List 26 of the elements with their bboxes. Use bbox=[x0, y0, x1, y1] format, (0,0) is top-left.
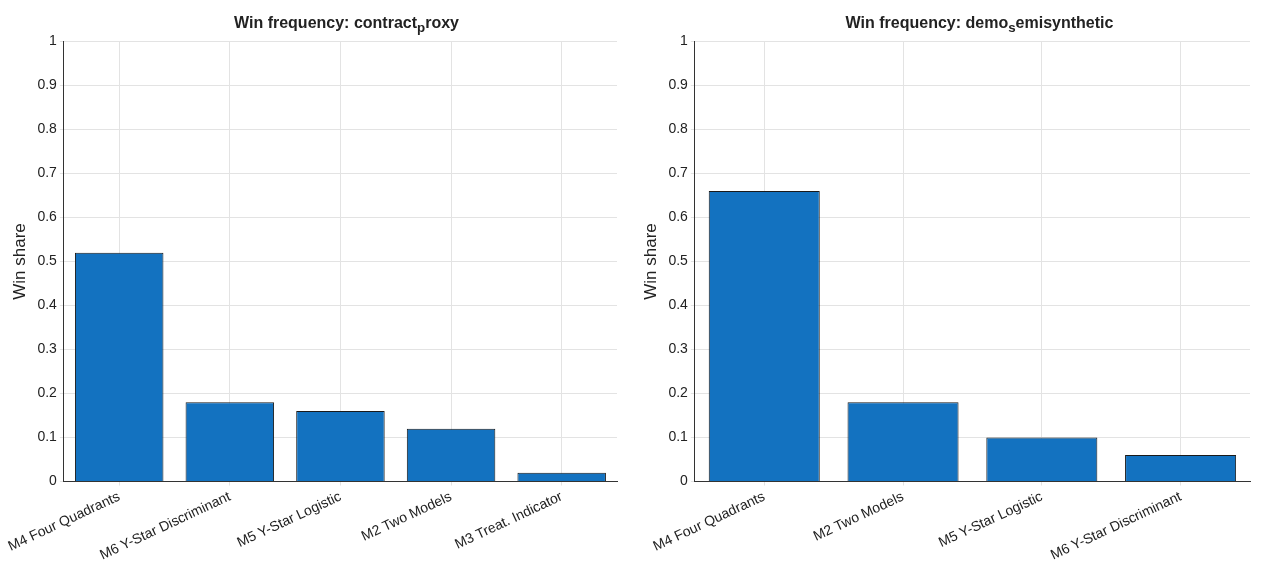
y-tick-label: 0.3 bbox=[668, 340, 689, 357]
y-tick-label: 1 bbox=[680, 32, 689, 49]
chart-title: Win frequency: contract$_{p}$roxy bbox=[233, 14, 460, 36]
y-tick-label: 0.2 bbox=[37, 384, 58, 401]
y-tick-label: 0.3 bbox=[37, 340, 58, 357]
y-tick-label: 0.9 bbox=[37, 76, 58, 93]
y-tick-label: 0.6 bbox=[668, 208, 689, 225]
y-tick-label: 0.4 bbox=[668, 296, 689, 313]
y-tick-label: 0.9 bbox=[668, 76, 689, 93]
y-tick-label: 1 bbox=[49, 32, 58, 49]
y-tick-label: 0.5 bbox=[668, 252, 689, 269]
y-tick-label: 0.8 bbox=[668, 120, 689, 137]
chart-title: Win frequency: demo$_{s}$emisynthetic bbox=[844, 14, 1115, 36]
y-tick-label: 0.8 bbox=[37, 120, 58, 137]
y-tick-label: 0.1 bbox=[668, 428, 689, 445]
y-axis-title: Win share bbox=[9, 223, 29, 300]
y-tick-label: 0.7 bbox=[37, 164, 58, 181]
y-axis-title: Win share bbox=[640, 223, 660, 300]
y-tick-label: 0.5 bbox=[37, 252, 58, 269]
y-tick-label: 0.7 bbox=[668, 164, 689, 181]
y-tick-label: 0.4 bbox=[37, 296, 58, 313]
y-tick-label: 0 bbox=[49, 472, 58, 489]
y-tick-label: 0.2 bbox=[668, 384, 689, 401]
y-tick-label: 0 bbox=[680, 472, 689, 489]
y-tick-label: 0.6 bbox=[37, 208, 58, 225]
y-tick-label: 0.1 bbox=[37, 428, 58, 445]
